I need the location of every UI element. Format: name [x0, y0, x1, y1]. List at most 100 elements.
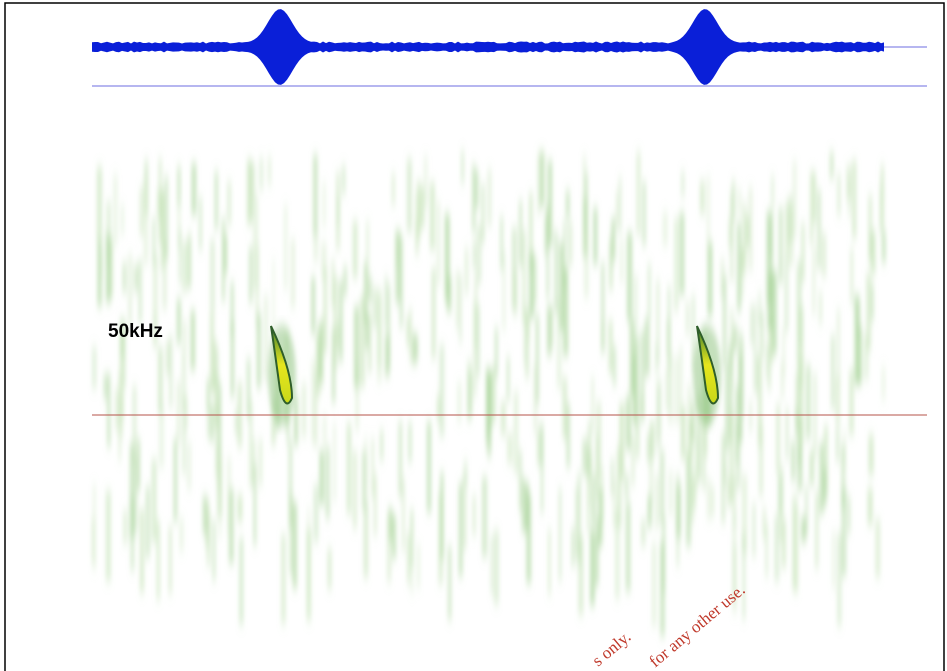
streak: [417, 181, 420, 240]
streak: [686, 301, 689, 335]
streak: [392, 514, 396, 558]
streak: [323, 415, 327, 446]
streak: [187, 239, 191, 289]
streak: [174, 439, 177, 522]
streak: [856, 339, 860, 371]
streak: [353, 221, 358, 278]
streak: [501, 402, 506, 436]
streak: [681, 171, 684, 197]
streak: [724, 458, 726, 485]
streak: [347, 423, 351, 514]
streak: [293, 503, 297, 589]
streak: [413, 335, 418, 361]
streak: [632, 435, 635, 486]
streak: [103, 374, 107, 399]
streak: [507, 433, 512, 463]
streak: [815, 492, 818, 569]
streak: [519, 200, 522, 266]
streak: [692, 479, 696, 509]
streak: [115, 389, 118, 430]
streak: [192, 163, 197, 215]
streak: [373, 288, 377, 327]
streak: [365, 436, 367, 488]
streak: [778, 475, 782, 515]
streak: [191, 310, 195, 370]
streak: [440, 472, 443, 560]
streak: [324, 267, 327, 353]
streak: [819, 291, 822, 324]
streak: [633, 354, 636, 423]
streak: [658, 385, 660, 451]
streak: [342, 165, 345, 195]
streak: [562, 378, 567, 439]
streak: [650, 421, 655, 458]
streak: [439, 345, 444, 437]
streak: [742, 249, 746, 274]
streak: [660, 450, 665, 523]
streak: [106, 233, 110, 302]
streak: [264, 295, 268, 381]
streak: [730, 308, 733, 391]
streak: [222, 218, 224, 301]
streak: [537, 430, 539, 465]
streak: [106, 491, 111, 582]
streak: [179, 518, 183, 552]
streak: [837, 533, 841, 626]
streak: [514, 391, 518, 473]
streak: [314, 372, 317, 447]
streak: [257, 314, 261, 388]
streak: [333, 423, 335, 502]
streak: [336, 172, 340, 250]
streak: [128, 254, 131, 328]
streak: [227, 181, 231, 225]
streak: [838, 174, 840, 216]
streak: [400, 236, 403, 328]
streak: [364, 503, 368, 578]
streak: [881, 165, 884, 197]
streak: [113, 175, 117, 246]
streak: [756, 356, 759, 392]
streak: [817, 190, 821, 269]
streak: [775, 516, 780, 582]
streak: [691, 402, 695, 441]
streak: [302, 383, 306, 437]
streak: [648, 496, 652, 528]
streak: [215, 171, 218, 229]
streak: [212, 340, 217, 390]
streak: [235, 410, 238, 435]
streak: [797, 267, 799, 360]
streak: [519, 450, 522, 511]
streak: [123, 510, 127, 544]
streak: [785, 258, 788, 331]
streak: [92, 347, 96, 389]
streak: [447, 276, 451, 312]
streak: [596, 402, 601, 480]
streak: [475, 170, 479, 209]
streak: [737, 223, 740, 312]
streak: [729, 218, 733, 248]
streak: [314, 485, 319, 542]
streak: [459, 274, 461, 343]
streak: [326, 447, 330, 519]
streak: [782, 520, 786, 568]
streak: [797, 442, 801, 467]
streak: [219, 383, 221, 454]
streak: [732, 180, 735, 220]
streak: [711, 486, 714, 517]
streak: [492, 367, 496, 422]
streak: [260, 157, 262, 190]
streak: [590, 530, 594, 605]
streak: [766, 345, 768, 378]
streak: [645, 318, 650, 375]
streak: [385, 335, 389, 377]
streak: [138, 259, 142, 323]
streak: [541, 430, 544, 513]
streak: [410, 509, 413, 568]
streak: [328, 549, 332, 590]
streak: [822, 234, 826, 278]
streak: [407, 534, 410, 584]
streak: [140, 509, 144, 593]
streak: [465, 248, 468, 294]
streak: [522, 230, 525, 322]
streak: [169, 335, 173, 407]
